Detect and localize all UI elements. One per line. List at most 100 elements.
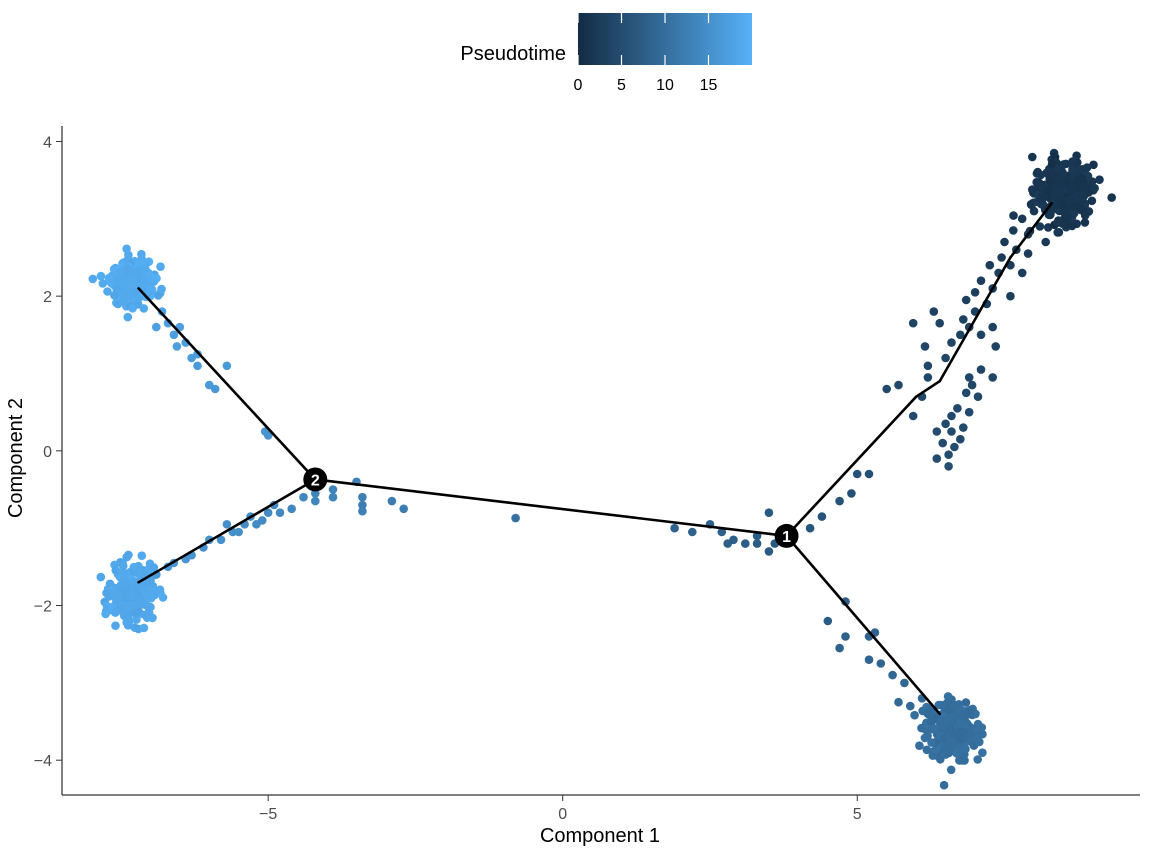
cell-point <box>976 330 986 340</box>
cell-point <box>923 709 933 719</box>
cell-point <box>134 567 144 576</box>
cell-point <box>960 728 969 737</box>
cell-point <box>1068 157 1077 166</box>
cell-point <box>973 755 982 764</box>
cell-point <box>894 697 903 707</box>
cell-point <box>764 547 774 556</box>
cell-point <box>923 361 933 371</box>
trajectory-segment <box>314 478 788 538</box>
cell-point <box>947 411 956 421</box>
cell-point <box>936 700 946 710</box>
cell-point <box>852 469 862 479</box>
cell-point <box>1087 177 1097 186</box>
cell-point <box>96 572 106 582</box>
cell-point <box>959 315 968 324</box>
cell-point <box>944 462 953 471</box>
cell-point <box>1041 237 1050 247</box>
y-tick-label: −2 <box>34 599 52 616</box>
legend-ticks: 0 5 10 15 <box>574 13 718 94</box>
cell-point <box>1107 193 1116 202</box>
cell-point <box>941 353 950 363</box>
cell-point <box>950 700 959 710</box>
cell-point <box>1006 291 1015 301</box>
cell-point <box>910 710 919 720</box>
cell-point <box>752 539 762 548</box>
cell-point <box>103 287 112 296</box>
trajectory-segment <box>1009 202 1053 259</box>
cell-point <box>1077 173 1086 182</box>
cell-point <box>864 655 874 664</box>
cell-point <box>908 411 918 421</box>
cell-point <box>157 284 166 294</box>
cell-point <box>943 705 953 714</box>
cell-point <box>169 330 179 340</box>
legend-title: Pseudotime <box>460 43 566 65</box>
legend: Pseudotime 0 5 10 15 <box>460 13 752 94</box>
cell-point <box>144 607 153 617</box>
cell-point <box>1023 249 1033 258</box>
cell-point <box>947 338 956 347</box>
cell-point <box>123 603 133 613</box>
cell-point <box>956 434 965 444</box>
x-tick-label: −5 <box>259 806 277 823</box>
cell-point <box>970 288 980 297</box>
cell-point <box>1054 164 1063 173</box>
y-tick-label: 4 <box>43 134 52 151</box>
cell-point <box>263 508 273 517</box>
cell-point <box>959 423 968 432</box>
cell-point <box>1067 221 1077 231</box>
cell-point <box>1087 196 1097 206</box>
cell-point <box>965 708 974 718</box>
cell-point <box>111 608 120 617</box>
cell-point <box>935 318 944 328</box>
trajectory-segment <box>785 534 942 716</box>
cell-point <box>125 265 134 275</box>
cell-point <box>1095 175 1104 184</box>
cell-point <box>906 701 915 711</box>
cell-point <box>900 678 909 688</box>
cell-point <box>358 506 367 516</box>
cell-point <box>156 262 165 272</box>
cell-point <box>1064 196 1073 205</box>
cell-point <box>941 419 950 429</box>
cell-point <box>1062 213 1072 222</box>
cell-point <box>741 539 750 548</box>
cell-point <box>1055 196 1065 205</box>
cell-point <box>931 745 940 754</box>
cell-point <box>222 520 232 529</box>
cell-point <box>1033 167 1042 177</box>
cell-point <box>938 721 947 730</box>
cell-point <box>210 384 220 394</box>
cell-point <box>949 728 959 737</box>
cell-point <box>275 508 285 517</box>
cell-point <box>976 276 986 286</box>
cell-point <box>133 267 142 276</box>
cell-point <box>358 500 367 510</box>
cell-point <box>929 307 939 316</box>
cell-point <box>1080 211 1090 220</box>
cell-point <box>1000 237 1009 247</box>
cell-point <box>299 492 308 502</box>
cell-point <box>976 365 986 374</box>
y-tick-label: 0 <box>43 444 52 461</box>
y-axis-ticks: −4 −2 0 2 4 <box>34 134 62 770</box>
points-layer <box>88 148 1116 790</box>
cell-point <box>723 539 732 548</box>
cell-point <box>113 276 122 286</box>
branch-point-marker <box>303 467 328 492</box>
cell-point <box>922 745 932 755</box>
cell-point <box>1071 202 1081 211</box>
x-axis-ticks: −5 0 5 <box>259 795 862 823</box>
cell-point <box>939 780 949 790</box>
cell-point <box>944 450 953 460</box>
cell-point <box>985 260 995 270</box>
cell-point <box>234 527 243 537</box>
cell-point <box>1070 208 1079 218</box>
cell-point <box>964 407 974 417</box>
cell-point <box>96 271 106 281</box>
cell-point <box>88 274 98 284</box>
cell-point <box>817 512 827 521</box>
cell-point <box>111 621 120 630</box>
cell-point <box>122 244 131 254</box>
